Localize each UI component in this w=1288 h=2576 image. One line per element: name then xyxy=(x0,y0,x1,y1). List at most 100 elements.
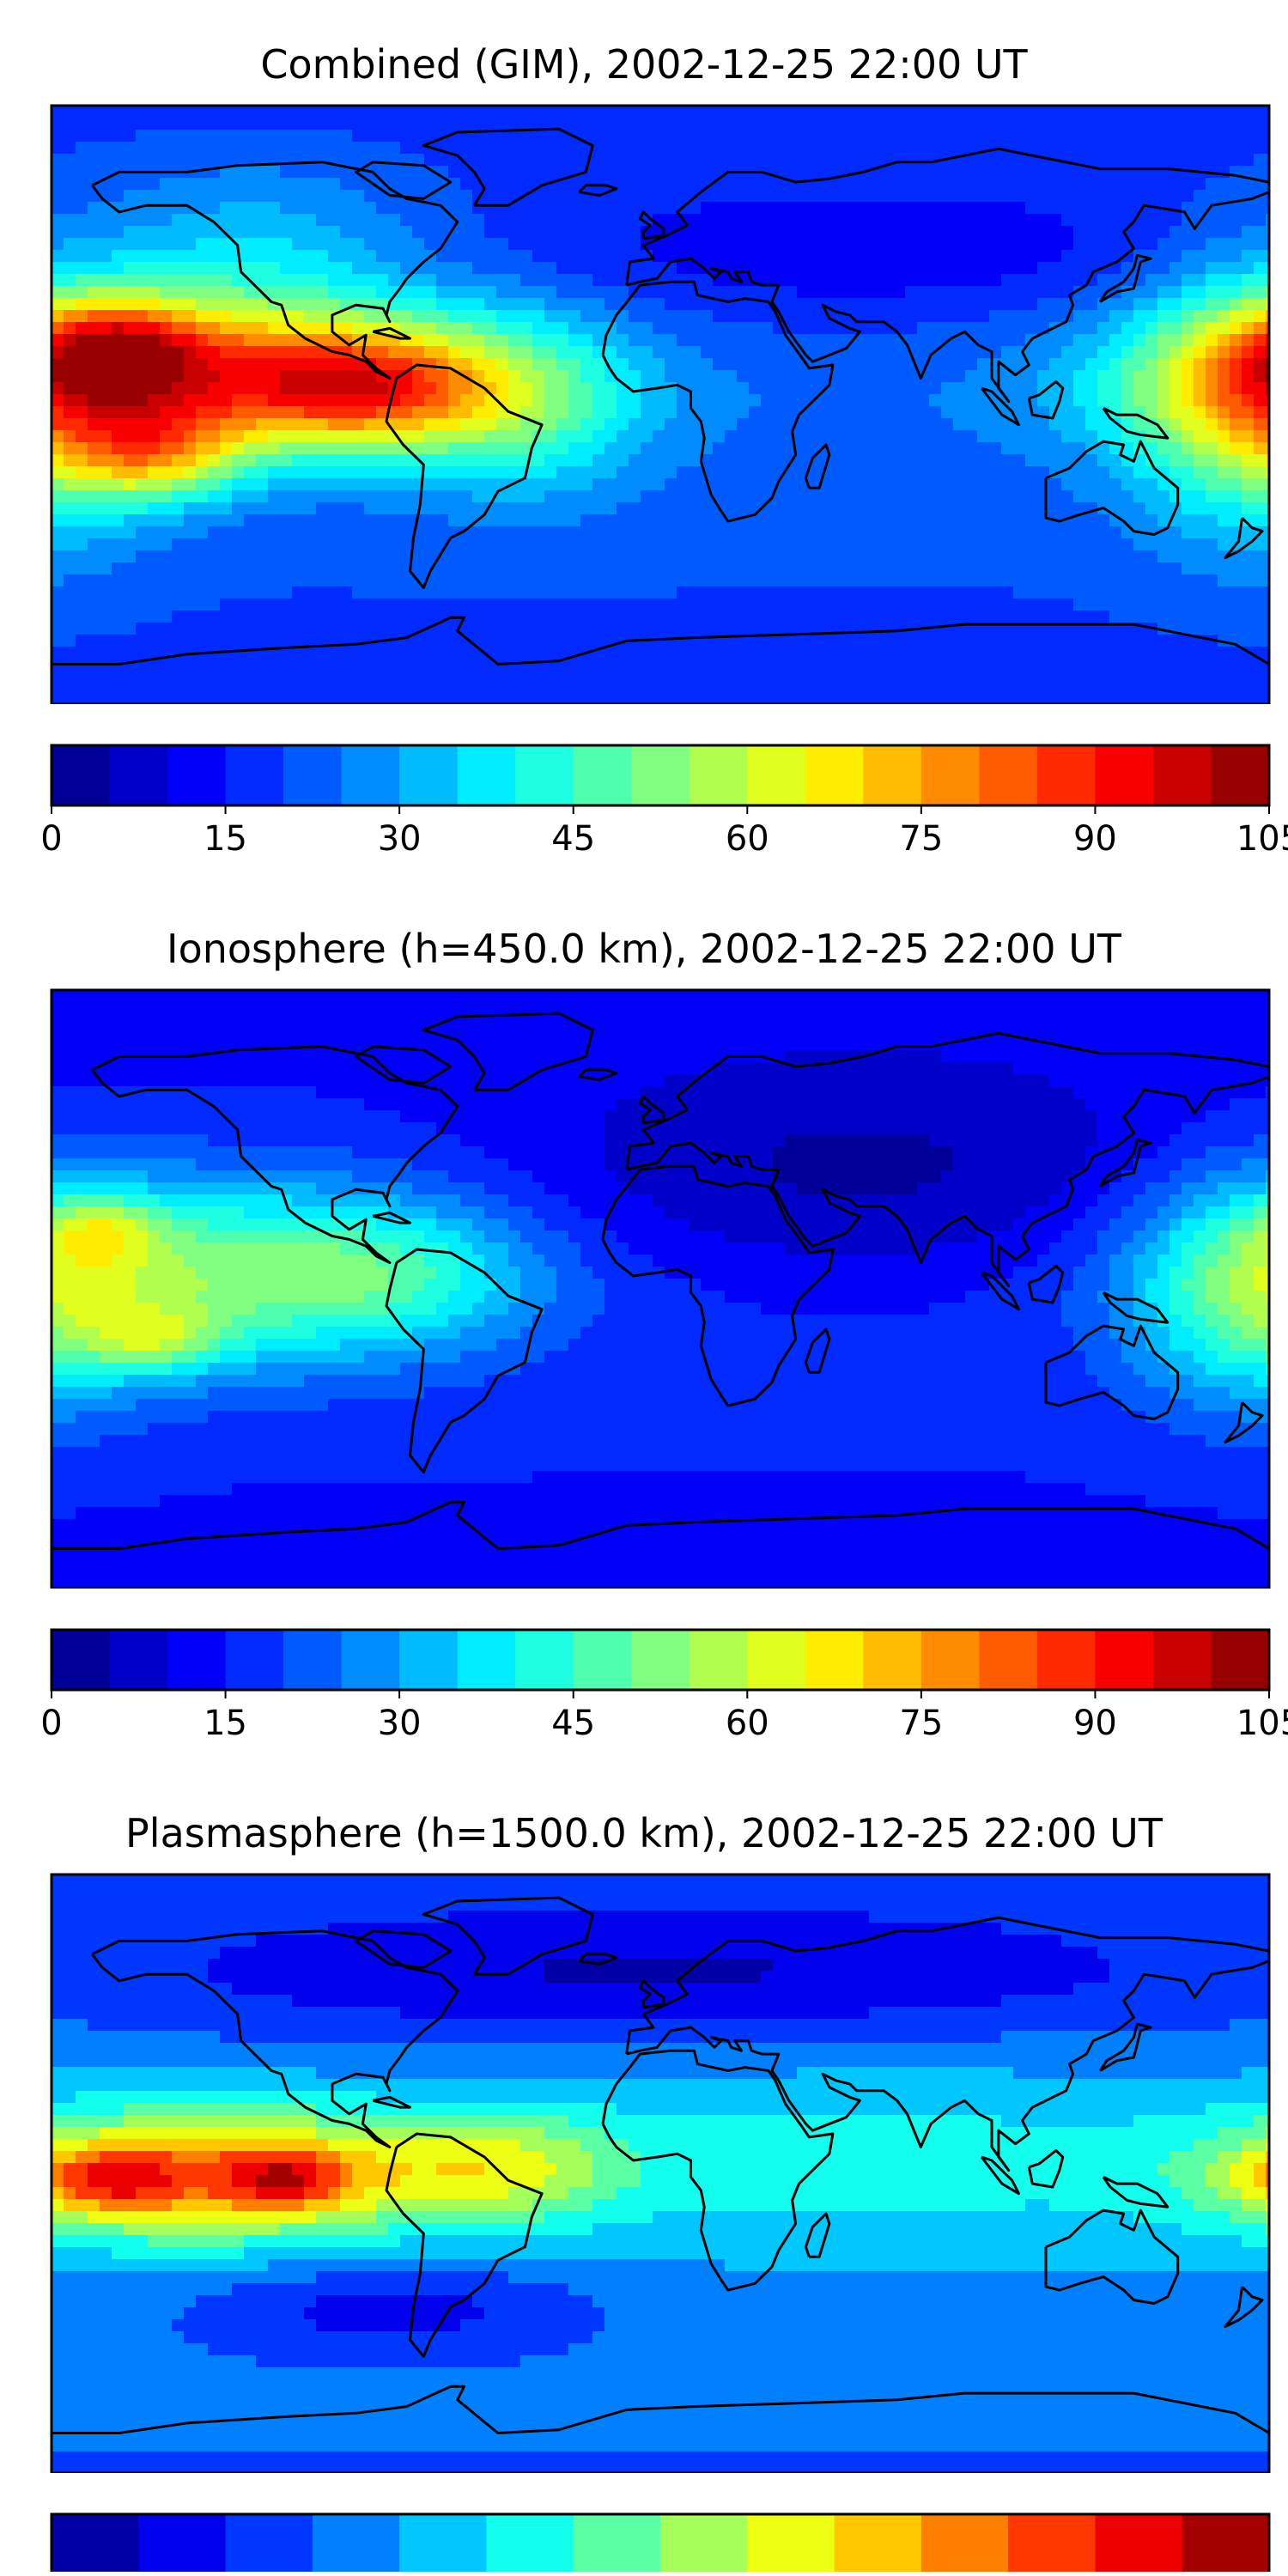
coastlines xyxy=(52,127,1269,665)
coastline xyxy=(981,1271,1020,1311)
colorbar-frame xyxy=(50,1628,1271,1692)
map-plasmasphere xyxy=(50,1873,1271,2473)
coastline xyxy=(601,280,835,523)
colorbar-segment xyxy=(225,745,284,805)
colorbar-segment xyxy=(515,1630,574,1690)
colorbar-segment xyxy=(920,1630,980,1690)
colorbar-segment xyxy=(283,745,343,805)
colorbar-tick-label: 60 xyxy=(726,819,769,854)
colorbar-segment xyxy=(573,745,632,805)
colorbar-segment xyxy=(486,2514,574,2572)
colorbar-segment xyxy=(1152,1630,1212,1690)
coastline xyxy=(625,1031,1269,1288)
coastline xyxy=(1044,2208,1180,2305)
colorbar-segment xyxy=(225,1630,284,1690)
colorbar-tick-label: 105 xyxy=(1236,819,1288,854)
colorbar-frame xyxy=(50,2512,1271,2572)
coastline xyxy=(355,1929,453,1969)
colorbar-tick-label: 90 xyxy=(1073,819,1117,854)
colorbar-segment xyxy=(138,2514,227,2572)
colorbar-segment xyxy=(341,745,400,805)
colorbar-combined: 0 15 30 45 60 75 90 105 xyxy=(40,744,1288,854)
coastline xyxy=(91,1929,459,2148)
map-frame xyxy=(50,104,1271,704)
coastline xyxy=(1098,253,1152,303)
colorbar-segment xyxy=(52,1630,111,1690)
colorbar-segment xyxy=(1095,745,1154,805)
colorbar-segment xyxy=(399,1630,459,1690)
coastline xyxy=(385,2132,544,2358)
colorbar-tick-label: 30 xyxy=(378,1704,422,1739)
coastline xyxy=(52,616,1269,665)
colorbar-tick-label: 0 xyxy=(40,1704,62,1739)
contour-field xyxy=(52,990,1269,1589)
coastline xyxy=(1027,380,1065,420)
colorbar-segment xyxy=(689,1630,748,1690)
colorbar-segment xyxy=(1095,2514,1183,2572)
colorbar-segment xyxy=(399,2514,487,2572)
coastline xyxy=(1027,1264,1065,1304)
colorbar-segment xyxy=(1095,1630,1154,1690)
colorbar-segment xyxy=(1036,745,1096,805)
coastline xyxy=(638,210,665,240)
colorbar-tick-label: 90 xyxy=(1073,1704,1117,1739)
colorbar-segment xyxy=(747,1630,806,1690)
colorbar-segment xyxy=(747,2514,835,2572)
coastline xyxy=(578,1068,618,1081)
coastline xyxy=(578,1953,618,1965)
colorbar-segment xyxy=(834,2514,922,2572)
colorbar-plasmasphere: 05101520253035 xyxy=(50,2512,1271,2572)
colorbar-segment xyxy=(631,745,690,805)
colorbar-segment xyxy=(457,745,516,805)
colorbar-ionosphere: 0 15 30 45 60 75 90 105 xyxy=(40,1628,1288,1739)
colorbar-segment xyxy=(979,745,1038,805)
coastline xyxy=(52,1500,1269,1550)
colorbar-segment xyxy=(167,1630,227,1690)
coastline xyxy=(638,1979,665,2009)
colorbar-segment xyxy=(660,2514,748,2572)
colorbar-segment xyxy=(52,2514,139,2572)
colorbar-segment xyxy=(805,1630,864,1690)
colorbar-segment xyxy=(399,745,459,805)
colorbar-segment xyxy=(52,745,111,805)
colorbar-segment xyxy=(1036,1630,1096,1690)
contour-field xyxy=(52,1874,1269,2473)
coastline xyxy=(804,1327,831,1374)
colorbar-segment xyxy=(1211,745,1270,805)
panel-title-combined: Combined (GIM), 2002-12-25 22:00 UT xyxy=(260,41,1028,88)
colorbar-segment xyxy=(573,1630,632,1690)
colorbar-tick-label: 45 xyxy=(551,819,595,854)
colorbar-segment xyxy=(979,1630,1038,1690)
colorbar-segment xyxy=(805,745,864,805)
colorbar-tick-label: 0 xyxy=(40,819,62,854)
colorbar-segment xyxy=(283,1630,343,1690)
contour-field xyxy=(52,106,1269,704)
colorbar-segment xyxy=(312,2514,400,2572)
panel-title-ionosphere: Ionosphere (h=450.0 km), 2002-12-25 22:0… xyxy=(167,926,1121,972)
colorbar-tick-label: 45 xyxy=(551,1704,595,1739)
colorbar-segment xyxy=(515,745,574,805)
colorbar-segment xyxy=(109,745,168,805)
coastline xyxy=(91,1045,459,1264)
coastline xyxy=(422,127,594,207)
colorbar-segment xyxy=(1008,2514,1096,2572)
map-ionosphere xyxy=(50,988,1271,1589)
colorbar-frame xyxy=(50,744,1271,807)
colorbar-tick-label: 15 xyxy=(204,819,247,854)
colorbar-segment xyxy=(863,745,922,805)
coastline xyxy=(1102,2176,1170,2208)
coastline xyxy=(1098,2022,1152,2072)
coastline xyxy=(1027,2148,1065,2189)
colorbar-segment xyxy=(167,745,227,805)
colorbar-tick-label: 105 xyxy=(1236,1704,1288,1739)
colorbar-segment xyxy=(920,745,980,805)
coastline xyxy=(52,2385,1269,2434)
panel-title-plasmasphere: Plasmasphere (h=1500.0 km), 2002-12-25 2… xyxy=(125,1810,1163,1856)
coastline xyxy=(422,1012,594,1091)
map-combined xyxy=(50,104,1271,704)
colorbar-segment xyxy=(341,1630,400,1690)
coastline xyxy=(1102,407,1170,440)
colorbar-segment xyxy=(920,2514,1009,2572)
colorbar-segment xyxy=(457,1630,516,1690)
